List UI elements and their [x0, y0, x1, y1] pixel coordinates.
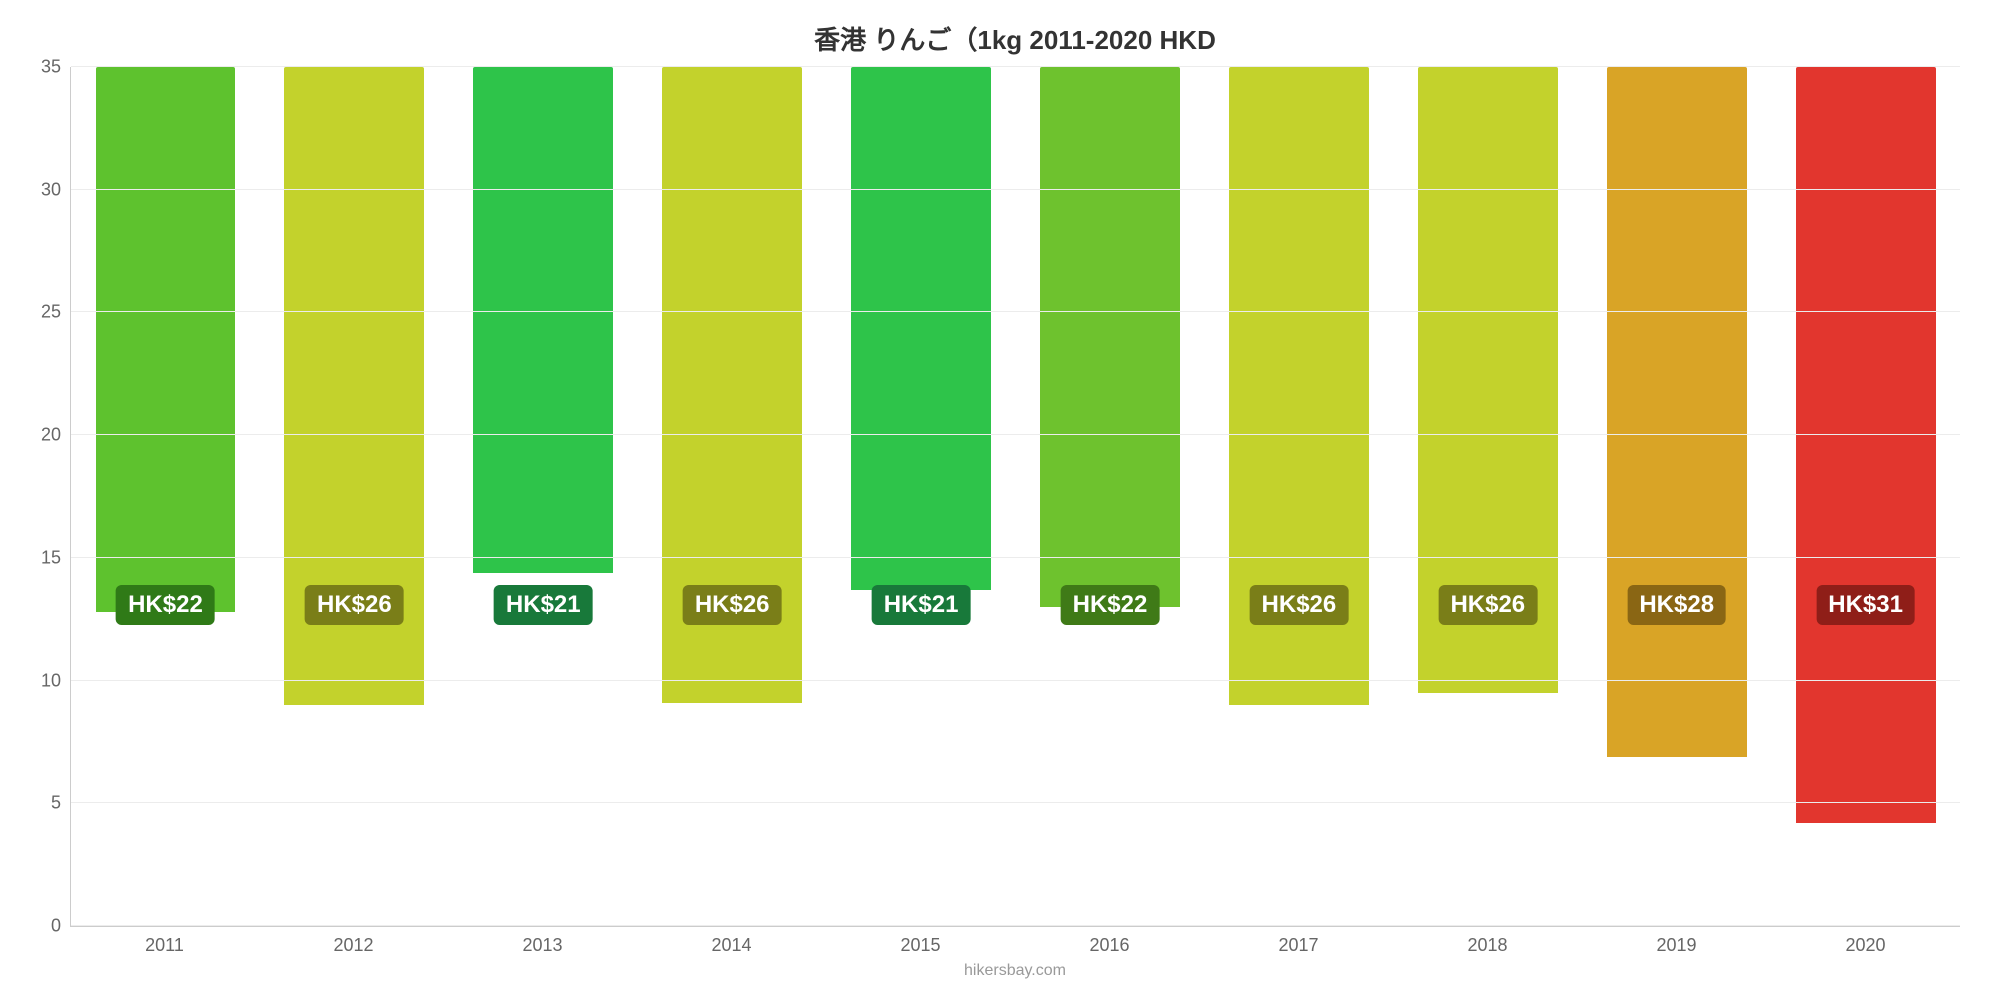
bar-slot: HK$22: [71, 67, 260, 926]
bar-slot: HK$21: [449, 67, 638, 926]
bar-slot: HK$31: [1771, 67, 1960, 926]
bar-value-label: HK$26: [683, 585, 782, 625]
bar: [1796, 67, 1936, 823]
bar: [96, 67, 236, 612]
x-tick-label: 2020: [1771, 935, 1960, 956]
x-tick-label: 2017: [1204, 935, 1393, 956]
bar: [851, 67, 991, 590]
y-tick-label: 15: [21, 547, 61, 568]
bar-slot: HK$28: [1582, 67, 1771, 926]
x-tick-label: 2012: [259, 935, 448, 956]
bar-slot: HK$26: [1393, 67, 1582, 926]
gridline: [71, 66, 1960, 67]
y-tick-label: 0: [21, 916, 61, 937]
y-tick-label: 5: [21, 793, 61, 814]
bar-value-label: HK$21: [872, 585, 971, 625]
x-tick-label: 2015: [826, 935, 1015, 956]
source-text: hikersbay.com: [70, 962, 1960, 980]
bar-value-label: HK$26: [1438, 585, 1537, 625]
bar: [1040, 67, 1180, 607]
gridline: [71, 434, 1960, 435]
x-axis-labels: 2011201220132014201520162017201820192020: [70, 935, 1960, 956]
y-tick-label: 10: [21, 670, 61, 691]
chart-container: 香港 りんご（1kg 2011-2020 HKD HK$22 HK$26 HK$21…: [0, 0, 2000, 1000]
y-tick-label: 25: [21, 302, 61, 323]
bars-row: HK$22 HK$26 HK$21 HK$26 HK$21 HK$22 HK$26 HK$26…: [71, 67, 1960, 926]
gridline: [71, 311, 1960, 312]
bar-value-label: HK$26: [305, 585, 404, 625]
bar-value-label: HK$21: [494, 585, 593, 625]
y-tick-label: 30: [21, 179, 61, 200]
x-tick-label: 2014: [637, 935, 826, 956]
bar-slot: HK$26: [1204, 67, 1393, 926]
x-tick-label: 2016: [1015, 935, 1204, 956]
plot-area: HK$22 HK$26 HK$21 HK$26 HK$21 HK$22 HK$26 HK$26…: [70, 67, 1960, 927]
bar-slot: HK$21: [827, 67, 1016, 926]
x-tick-label: 2011: [70, 935, 259, 956]
bar-value-label: HK$22: [116, 585, 215, 625]
bar-slot: HK$26: [260, 67, 449, 926]
bar-value-label: HK$28: [1627, 585, 1726, 625]
y-tick-label: 20: [21, 425, 61, 446]
x-tick-label: 2013: [448, 935, 637, 956]
bar-slot: HK$26: [638, 67, 827, 926]
x-tick-label: 2018: [1393, 935, 1582, 956]
x-tick-label: 2019: [1582, 935, 1771, 956]
chart-title: 香港 りんご（1kg 2011-2020 HKD: [70, 20, 1960, 57]
y-tick-label: 35: [21, 57, 61, 78]
bar-value-label: HK$26: [1250, 585, 1349, 625]
gridline: [71, 680, 1960, 681]
bar: [473, 67, 613, 573]
gridline: [71, 189, 1960, 190]
bar-slot: HK$22: [1016, 67, 1205, 926]
bar-value-label: HK$22: [1061, 585, 1160, 625]
gridline: [71, 557, 1960, 558]
gridline: [71, 925, 1960, 926]
bar: [1607, 67, 1747, 757]
bar-value-label: HK$31: [1816, 585, 1915, 625]
gridline: [71, 802, 1960, 803]
